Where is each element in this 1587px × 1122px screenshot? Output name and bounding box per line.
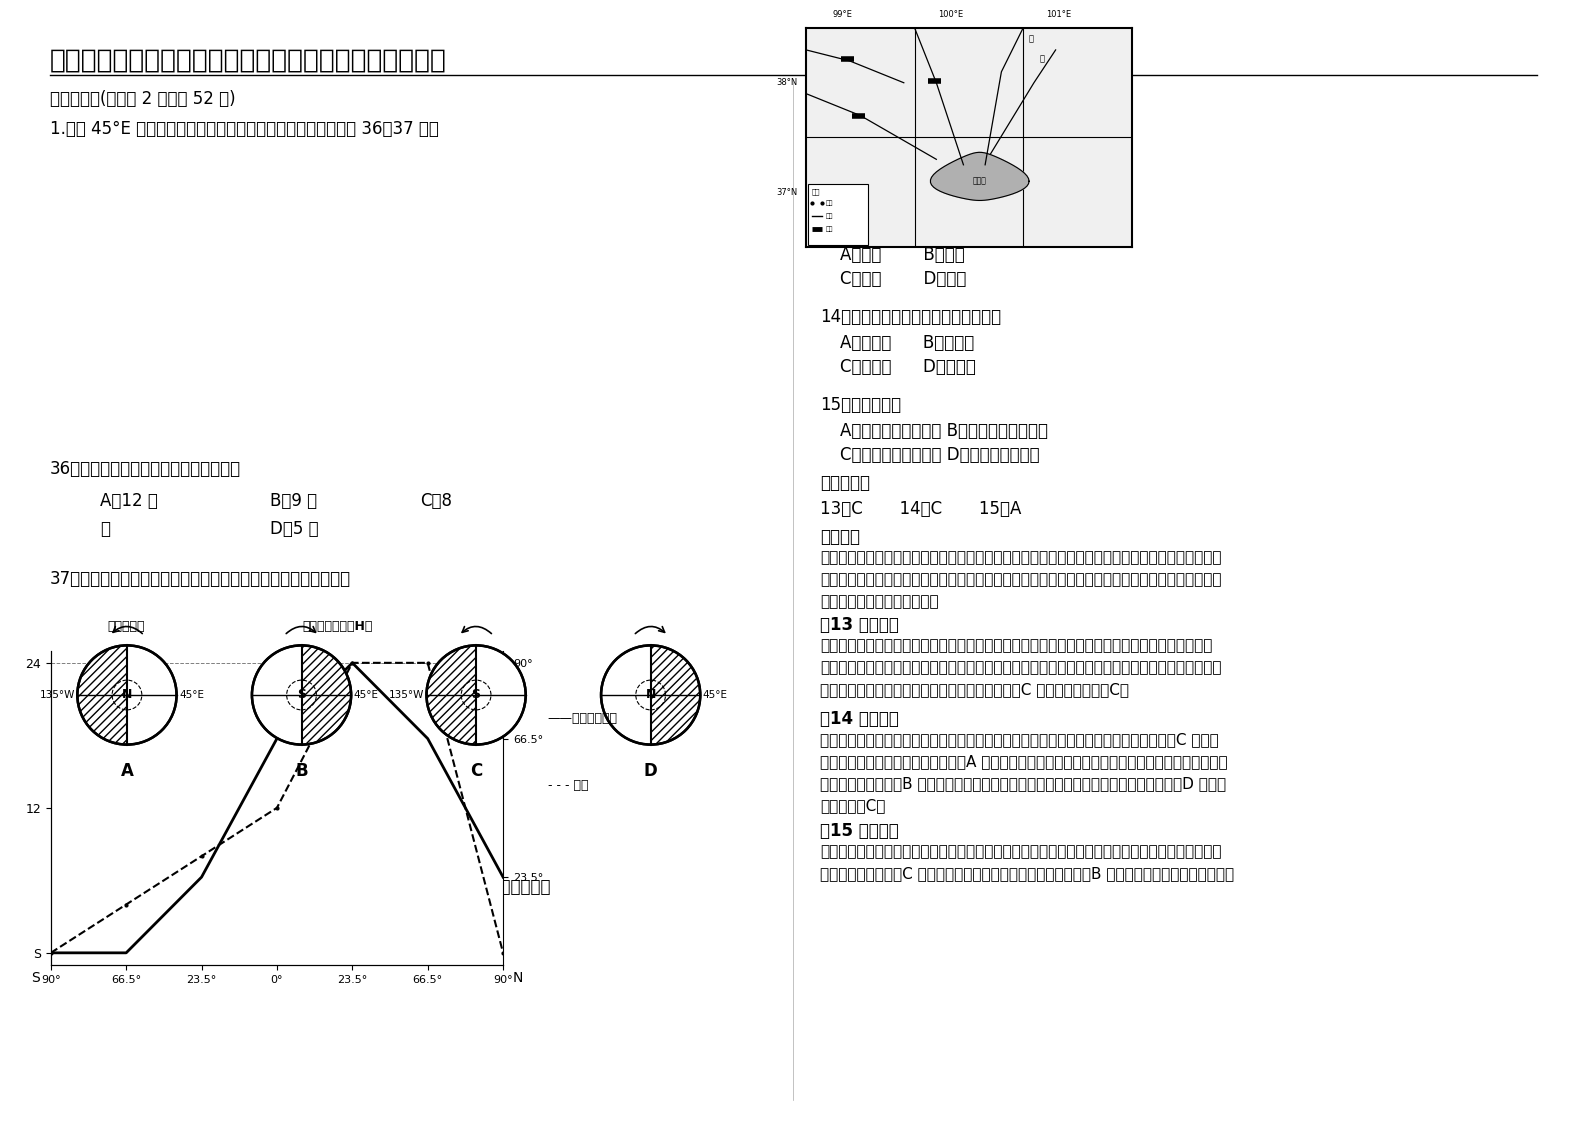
Text: 14．青海湖湟鱼生长缓慢的根本原因是: 14．青海湖湟鱼生长缓慢的根本原因是	[820, 309, 1001, 327]
Text: N: N	[122, 689, 132, 701]
Text: C．8: C．8	[421, 493, 452, 511]
Text: C．灌溉        D．航运: C．灌溉 D．航运	[840, 270, 966, 288]
Text: 位、水质、泥沙沉积量影响。: 位、水质、泥沙沉积量影响。	[820, 594, 938, 609]
Text: D: D	[644, 762, 657, 780]
Text: 时: 时	[100, 519, 110, 539]
Text: 湖水水位变化减小，C 选项错误；大坝拦截泥沙，湖泊泥沙减少，B 选项错误；大坝蓄水灌溉，农业: 湖水水位变化减小，C 选项错误；大坝拦截泥沙，湖泊泥沙减少，B 选项错误；大坝蓄…	[820, 866, 1235, 881]
正午太阳高度	[494, 871, 513, 884]
昼长	[417, 656, 436, 670]
Text: 结合大坝位置图，大坝位于青海湖上游，建成后下游流量稳定，季节变化减小，河水补给湖水稳定，: 结合大坝位置图，大坝位于青海湖上游，建成后下游流量稳定，季节变化减小，河水补给湖…	[820, 844, 1222, 859]
Text: 小，结冰期长，流程短，沿线人口少，不利于发电、发展航运，洪涝灾害少，该地区降水少，地表水: 小，结冰期长，流程短，沿线人口少，不利于发电、发展航运，洪涝灾害少，该地区降水少…	[820, 660, 1222, 675]
Circle shape	[252, 645, 351, 745]
Text: 参考答案：: 参考答案：	[51, 820, 100, 838]
Text: 根据图示区域判读青海湖流域，青海湖位于青藏高原，沙柳河、布哈河以冰川融水补给为主，流量: 根据图示区域判读青海湖流域，青海湖位于青藏高原，沙柳河、布哈河以冰川融水补给为主…	[820, 638, 1212, 653]
Text: A．12 时: A．12 时	[100, 493, 157, 511]
Text: C: C	[470, 762, 482, 780]
Text: 图例: 图例	[811, 188, 820, 195]
Text: C．湖水水位变化加大 D．湖泊水污染减轻: C．湖水水位变化加大 D．湖泊水污染减轻	[840, 447, 1039, 465]
Text: 资源缺乏，修建大坝主要目的是引河流淡水灌溉，C 选项正确，故选：C。: 资源缺乏，修建大坝主要目的是引河流淡水灌溉，C 选项正确，故选：C。	[820, 682, 1128, 697]
昼长	[267, 801, 286, 815]
Text: 36-37 BC: 36-37 BC	[51, 848, 125, 866]
昼长	[494, 946, 513, 959]
昼长	[192, 849, 211, 863]
Text: 100°E: 100°E	[938, 10, 963, 19]
Text: 四川省资阳市中和场镇初级中学高二地理模拟试题含解析: 四川省资阳市中和场镇初级中学高二地理模拟试题含解析	[51, 48, 448, 74]
Text: 青海湖: 青海湖	[973, 176, 987, 186]
Line: 昼长: 昼长	[48, 660, 506, 956]
Text: 45°E: 45°E	[703, 690, 728, 700]
Text: S: S	[471, 689, 481, 701]
Text: 河流: 河流	[825, 213, 833, 219]
Text: S: S	[297, 689, 306, 701]
Text: 本原因是水温导致，B 选项错误；湟鱼生长在湖泊水域中，风力大小对湟鱼生长影响小，D 选项错: 本原因是水温导致，B 选项错误；湟鱼生长在湖泊水域中，风力大小对湟鱼生长影响小，…	[820, 776, 1227, 791]
昼长	[343, 656, 362, 670]
Text: 【15 题详解】: 【15 题详解】	[820, 822, 898, 840]
Text: D．5 时: D．5 时	[270, 519, 319, 539]
正午太阳高度	[116, 946, 135, 959]
Text: N: N	[513, 971, 524, 985]
Text: 【分析】: 【分析】	[820, 528, 860, 546]
Text: 15．大坝建设后: 15．大坝建设后	[820, 396, 901, 414]
昼长	[41, 946, 60, 959]
Text: 沙: 沙	[1028, 34, 1033, 43]
Text: 2. 20 世纪 50 年代到 70 年代，在沙柳河、布哈河等河流及其支流上修建了许多大坝，并建设了许多农: 2. 20 世纪 50 年代到 70 年代，在沙柳河、布哈河等河流及其支流上修建…	[51, 879, 551, 896]
正午太阳高度	[417, 732, 436, 745]
Text: 45°E: 45°E	[179, 690, 205, 700]
Text: 135°W: 135°W	[40, 690, 75, 700]
Text: ——正午太阳高度: ——正午太阳高度	[548, 711, 617, 725]
Text: 99°E: 99°E	[832, 10, 852, 19]
Text: 正午太阳高度（H）: 正午太阳高度（H）	[302, 619, 373, 633]
Text: N: N	[646, 689, 655, 701]
Text: 昼长（时）: 昼长（时）	[108, 619, 144, 633]
Text: 误，故选：C。: 误，故选：C。	[820, 798, 886, 813]
Circle shape	[78, 645, 176, 745]
Polygon shape	[930, 153, 1028, 201]
昼长	[116, 898, 135, 911]
Circle shape	[427, 645, 525, 745]
Text: 13．在沙柳河、布哈河等河流上修建大坝的主要目的是: 13．在沙柳河、布哈河等河流上修建大坝的主要目的是	[820, 220, 1071, 238]
Text: 城镇: 城镇	[825, 201, 833, 205]
正午太阳高度	[343, 656, 362, 670]
Text: 物。据此完成下面小题。: 物。据此完成下面小题。	[51, 926, 160, 944]
Text: 37°N: 37°N	[776, 187, 798, 196]
正午太阳高度	[267, 732, 286, 745]
Text: S: S	[32, 971, 40, 985]
Circle shape	[601, 645, 700, 745]
Text: 37．与上图对应的太阳光照图正确的是（图中阴影部分表示黑夜）: 37．与上图对应的太阳光照图正确的是（图中阴影部分表示黑夜）	[51, 570, 351, 588]
Text: 45°E: 45°E	[354, 690, 379, 700]
Text: 确；青藏高原，空气稀薄，光照强，A 选项错误；饲料少是鱼类生长缓慢原因，但不是根本原因，根: 确；青藏高原，空气稀薄，光照强，A 选项错误；饲料少是鱼类生长缓慢原因，但不是根…	[820, 754, 1228, 769]
Text: A．光照弱      B．饲料少: A．光照弱 B．饲料少	[840, 334, 974, 352]
Text: 柳: 柳	[1039, 54, 1044, 63]
FancyBboxPatch shape	[808, 184, 868, 245]
Text: A: A	[121, 762, 133, 780]
Text: 1.读沿 45°E 经线各地某时刻正午太阳高度和昼长分布图，回答 36－37 题。: 1.读沿 45°E 经线各地某时刻正午太阳高度和昼长分布图，回答 36－37 题…	[51, 120, 440, 138]
Text: 一、选择题(每小题 2 分，共 52 分): 一、选择题(每小题 2 分，共 52 分)	[51, 90, 235, 108]
Text: 通过图形判读区域为青海湖流域，结合青藏高寒区气候、地形、水文等自然区域特征及区域特征的联: 通过图形判读区域为青海湖流域，结合青藏高寒区气候、地形、水文等自然区域特征及区域…	[820, 550, 1222, 565]
Text: 【13 题详解】: 【13 题详解】	[820, 616, 898, 634]
Text: 13．C       14．C       15．A: 13．C 14．C 15．A	[820, 500, 1022, 518]
Text: B: B	[295, 762, 308, 780]
正午太阳高度	[192, 871, 211, 884]
Text: 36．此时国际标准时间（中时区区时）是: 36．此时国际标准时间（中时区区时）是	[51, 460, 241, 478]
Text: 101°E: 101°E	[1046, 10, 1071, 19]
Text: C．水温低      D．风力大: C．水温低 D．风力大	[840, 358, 976, 376]
Text: 【14 题详解】: 【14 题详解】	[820, 710, 898, 728]
Text: - - - 昼长: - - - 昼长	[548, 779, 589, 792]
Line: 正午太阳高度: 正午太阳高度	[51, 663, 503, 953]
Text: B．9 时: B．9 时	[270, 493, 317, 511]
Text: A．湟鱼生存空间减小 B．湖泊泥沙沉积增多: A．湟鱼生存空间减小 B．湖泊泥沙沉积增多	[840, 422, 1047, 440]
Text: 38°N: 38°N	[776, 79, 798, 88]
Text: 场。湟鱼是青海湖中的特产，生长缓慢，由于各种原因，近年来湟鱼数量锐减，成为国家二级保护动: 场。湟鱼是青海湖中的特产，生长缓慢，由于各种原因，近年来湟鱼数量锐减，成为国家二…	[51, 902, 490, 920]
Text: A．防洪        B．发电: A．防洪 B．发电	[840, 246, 965, 264]
Text: 135°W: 135°W	[389, 690, 424, 700]
Text: 系，综合分析大坝建设目的、湟鱼生长缓慢的原因；利用地理整体性原理分析大坝建成后对青海湖水: 系，综合分析大坝建设目的、湟鱼生长缓慢的原因；利用地理整体性原理分析大坝建成后对…	[820, 572, 1222, 587]
Text: 参考答案：: 参考答案：	[820, 473, 870, 493]
正午太阳高度	[41, 946, 60, 959]
Text: 青海湖位于青藏高原，终年水温较低，不利于湟鱼生长及所需饲料繁殖，湟鱼生长缓慢，C 选项正: 青海湖位于青藏高原，终年水温较低，不利于湟鱼生长及所需饲料繁殖，湟鱼生长缓慢，C…	[820, 732, 1219, 747]
Text: 河坝: 河坝	[825, 227, 833, 232]
